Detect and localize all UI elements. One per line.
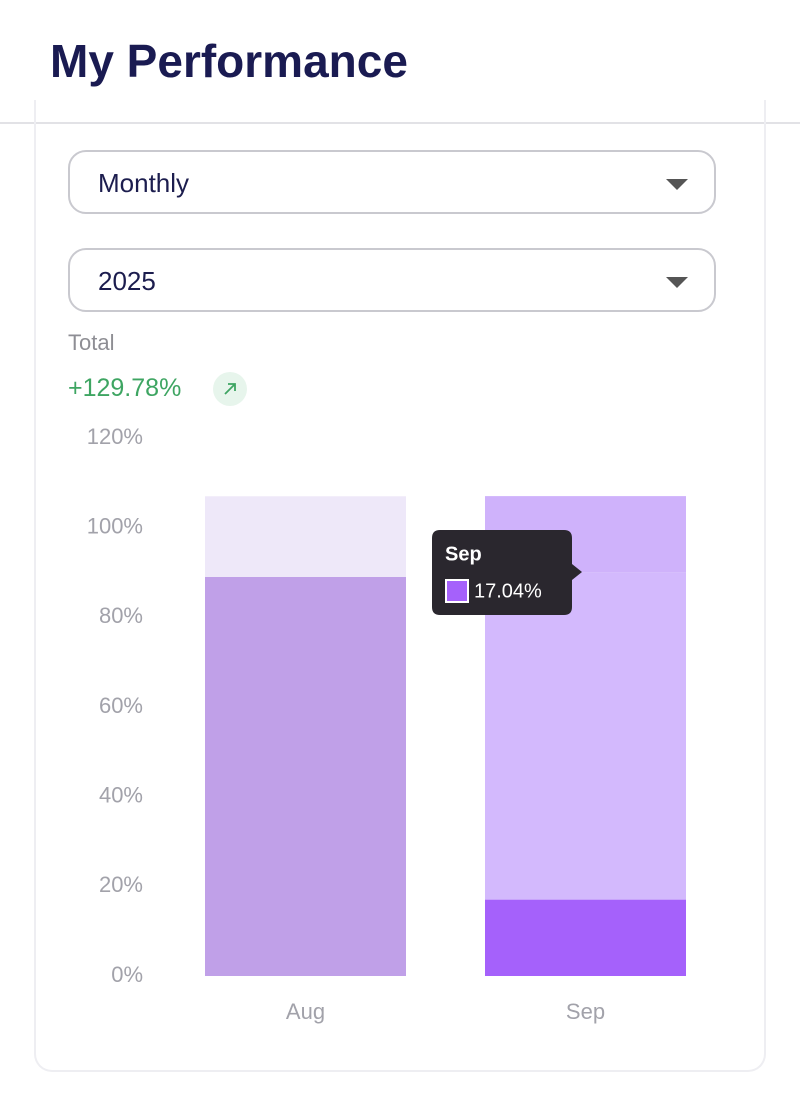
x-tick-label: Sep (566, 999, 605, 1024)
header: My Performance (0, 0, 800, 124)
y-tick-label: 100% (87, 513, 143, 538)
tooltip: Sep 17.04% (432, 530, 582, 615)
y-tick-label: 40% (99, 782, 143, 807)
bar-segment (485, 572, 686, 900)
dropdown-arrow (666, 179, 688, 190)
tooltip-value: 17.04% (474, 580, 542, 602)
y-tick-label: 80% (99, 603, 143, 628)
y-tick-label: 60% (99, 693, 143, 718)
tooltip-swatch (445, 579, 469, 603)
y-tick-label: 20% (99, 872, 143, 897)
card (34, 100, 766, 1072)
total-value: +129.78% (68, 374, 182, 402)
y-tick-label: 120% (87, 424, 143, 449)
year-select[interactable]: 2025 (68, 248, 716, 312)
period-select[interactable]: Monthly (68, 150, 716, 214)
total-label: Total (68, 330, 115, 355)
bar-segment (485, 899, 686, 976)
trend-icon (224, 383, 236, 395)
bar-segment (205, 496, 406, 577)
x-tick-label: Aug (286, 999, 325, 1024)
dropdown-arrow (666, 277, 688, 288)
period-value: Monthly (98, 168, 190, 198)
page-title: My Performance (50, 35, 408, 87)
y-tick-label: 0% (111, 962, 143, 987)
bar-segment (205, 576, 406, 976)
trend-badge (213, 372, 247, 406)
tooltip-title: Sep (445, 543, 482, 565)
year-value: 2025 (98, 266, 156, 296)
tooltip-box (432, 530, 582, 615)
